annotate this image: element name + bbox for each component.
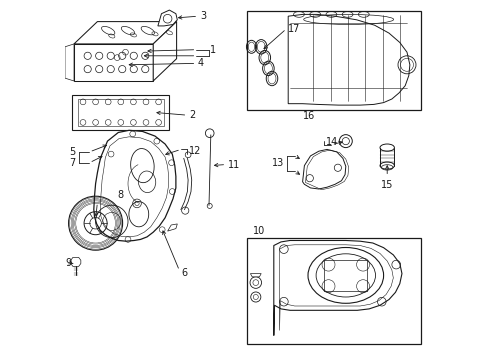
Text: 9: 9 [65,258,71,268]
Text: 11: 11 [228,159,240,170]
Polygon shape [94,130,176,241]
Polygon shape [74,44,153,81]
Text: 7: 7 [70,158,76,168]
Text: 8: 8 [117,190,123,200]
Text: 6: 6 [181,268,187,278]
Text: 5: 5 [70,147,76,157]
Text: 10: 10 [252,226,265,236]
Text: 3: 3 [200,11,206,21]
Text: 13: 13 [271,158,284,168]
Polygon shape [158,10,177,26]
Text: 4: 4 [198,58,204,68]
Bar [247,11,421,110]
Polygon shape [71,257,81,266]
Text: 14: 14 [326,137,338,147]
Polygon shape [168,224,177,231]
Polygon shape [250,274,261,277]
Polygon shape [288,14,410,105]
Text: 2: 2 [189,110,195,120]
Polygon shape [303,149,346,189]
Text: 16: 16 [303,111,315,121]
Polygon shape [153,22,176,81]
Text: 1: 1 [210,45,217,55]
Polygon shape [74,22,176,44]
Text: 12: 12 [189,146,201,156]
Text: 17: 17 [288,24,300,34]
Polygon shape [274,240,402,336]
Text: 15: 15 [381,180,393,190]
Polygon shape [65,44,74,81]
Bar [247,238,421,344]
